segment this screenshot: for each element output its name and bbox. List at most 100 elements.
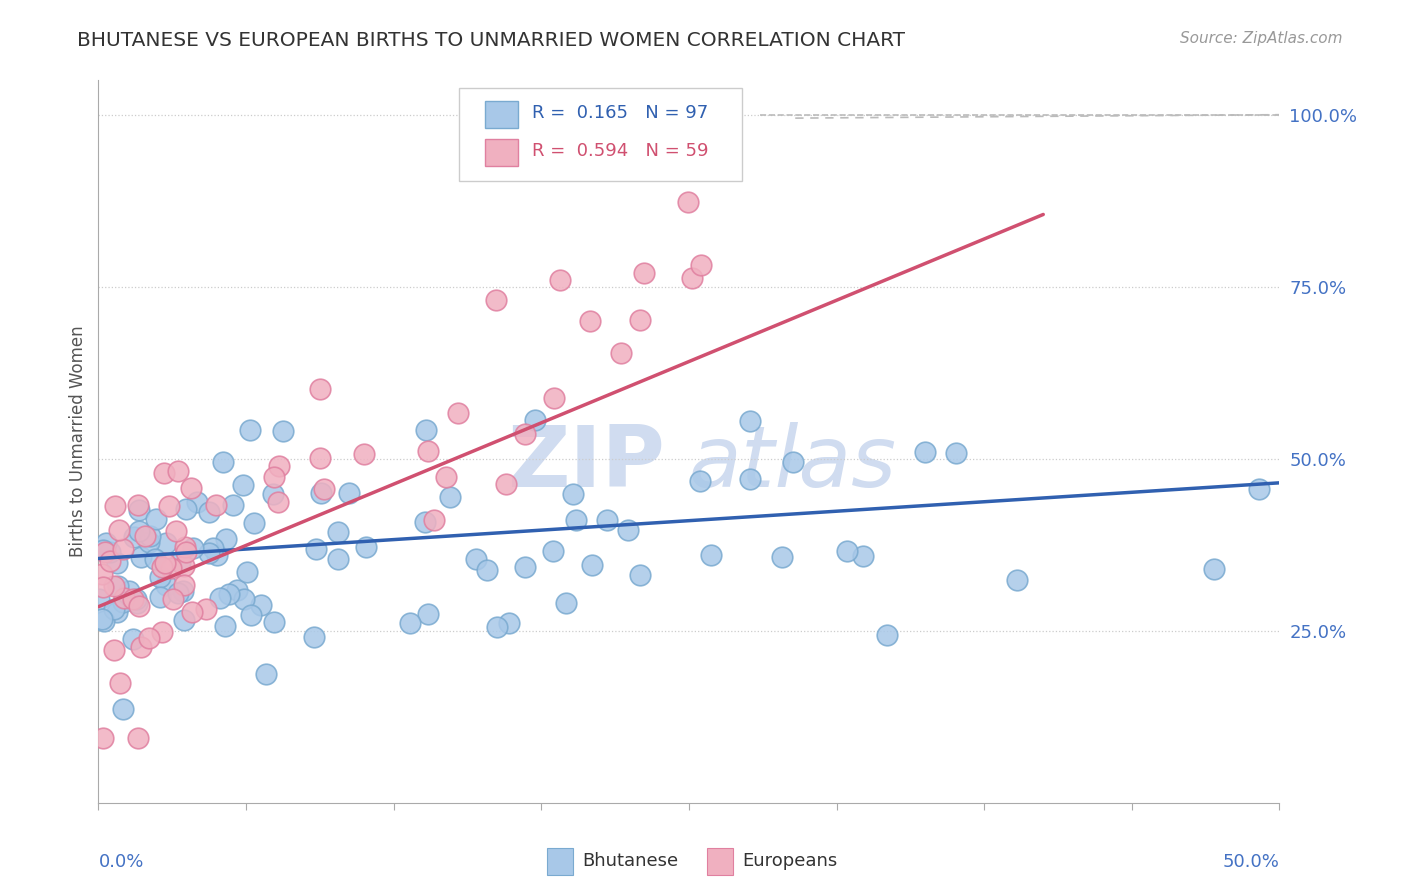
Point: [160, 561, 183, 575]
Point: [543, 543, 565, 558]
Point: [434, 470, 457, 484]
Point: [835, 544, 858, 558]
Point: [105, 605, 128, 619]
Point: [579, 314, 602, 328]
Bar: [547, 847, 574, 875]
Point: [162, 591, 184, 606]
Point: [174, 545, 197, 559]
Point: [513, 560, 536, 574]
Text: 50.0%: 50.0%: [1223, 854, 1279, 871]
Text: R =  0.594   N = 59: R = 0.594 N = 59: [531, 142, 709, 161]
Point: [628, 567, 651, 582]
Point: [1204, 562, 1226, 576]
Point: [112, 591, 135, 606]
Point: [633, 266, 655, 280]
Point: [628, 313, 651, 327]
Point: [176, 502, 198, 516]
Point: [232, 478, 254, 492]
Point: [309, 450, 332, 465]
Point: [181, 541, 204, 556]
Point: [121, 591, 143, 606]
Point: [174, 540, 197, 554]
Point: [167, 586, 190, 600]
Point: [498, 616, 520, 631]
Point: [98, 545, 121, 559]
Point: [112, 541, 135, 556]
Point: [475, 563, 498, 577]
Point: [128, 502, 150, 516]
Point: [225, 582, 247, 597]
Point: [103, 500, 125, 514]
Point: [212, 455, 235, 469]
Point: [94, 536, 117, 550]
Point: [125, 592, 148, 607]
Point: [150, 625, 173, 640]
Point: [222, 498, 245, 512]
Point: [423, 513, 446, 527]
Point: [250, 599, 273, 613]
Point: [155, 535, 177, 549]
Point: [328, 551, 350, 566]
Point: [416, 607, 439, 621]
Point: [205, 548, 228, 562]
Point: [271, 424, 294, 438]
Point: [91, 580, 114, 594]
Point: [186, 495, 208, 509]
Point: [103, 601, 125, 615]
Point: [676, 194, 699, 209]
Bar: [485, 101, 517, 128]
Point: [914, 444, 936, 458]
Point: [111, 595, 134, 609]
Point: [524, 413, 547, 427]
Point: [93, 615, 115, 629]
Point: [153, 556, 176, 570]
Point: [555, 596, 578, 610]
Point: [129, 640, 152, 654]
Point: [122, 632, 145, 646]
Point: [239, 423, 262, 437]
Point: [172, 583, 194, 598]
Point: [108, 524, 131, 538]
Point: [90, 612, 112, 626]
Point: [515, 426, 537, 441]
Point: [181, 605, 204, 619]
Point: [596, 513, 619, 527]
Point: [149, 570, 172, 584]
FancyBboxPatch shape: [458, 87, 742, 181]
Point: [314, 483, 336, 497]
Point: [415, 423, 437, 437]
Point: [309, 485, 332, 500]
Point: [208, 591, 231, 605]
Point: [205, 498, 228, 512]
Point: [197, 505, 219, 519]
Point: [169, 555, 191, 569]
Point: [581, 558, 603, 573]
Point: [125, 596, 148, 610]
Point: [690, 259, 713, 273]
Point: [399, 615, 422, 630]
Point: [214, 618, 236, 632]
Point: [353, 447, 375, 461]
Point: [782, 454, 804, 468]
Point: [165, 524, 187, 538]
Point: [254, 666, 277, 681]
Point: [439, 490, 461, 504]
Point: [304, 542, 326, 557]
Point: [337, 486, 360, 500]
Point: [770, 549, 793, 564]
Point: [852, 549, 875, 563]
Point: [354, 540, 377, 554]
Point: [416, 444, 439, 458]
Point: [138, 535, 160, 549]
Point: [127, 498, 149, 512]
Point: [197, 546, 219, 560]
Point: [149, 590, 172, 604]
Point: [689, 474, 711, 488]
Point: [415, 515, 437, 529]
Point: [267, 459, 290, 474]
Point: [145, 512, 167, 526]
Point: [110, 675, 132, 690]
Point: [565, 513, 588, 527]
Point: [103, 579, 125, 593]
Point: [143, 551, 166, 566]
